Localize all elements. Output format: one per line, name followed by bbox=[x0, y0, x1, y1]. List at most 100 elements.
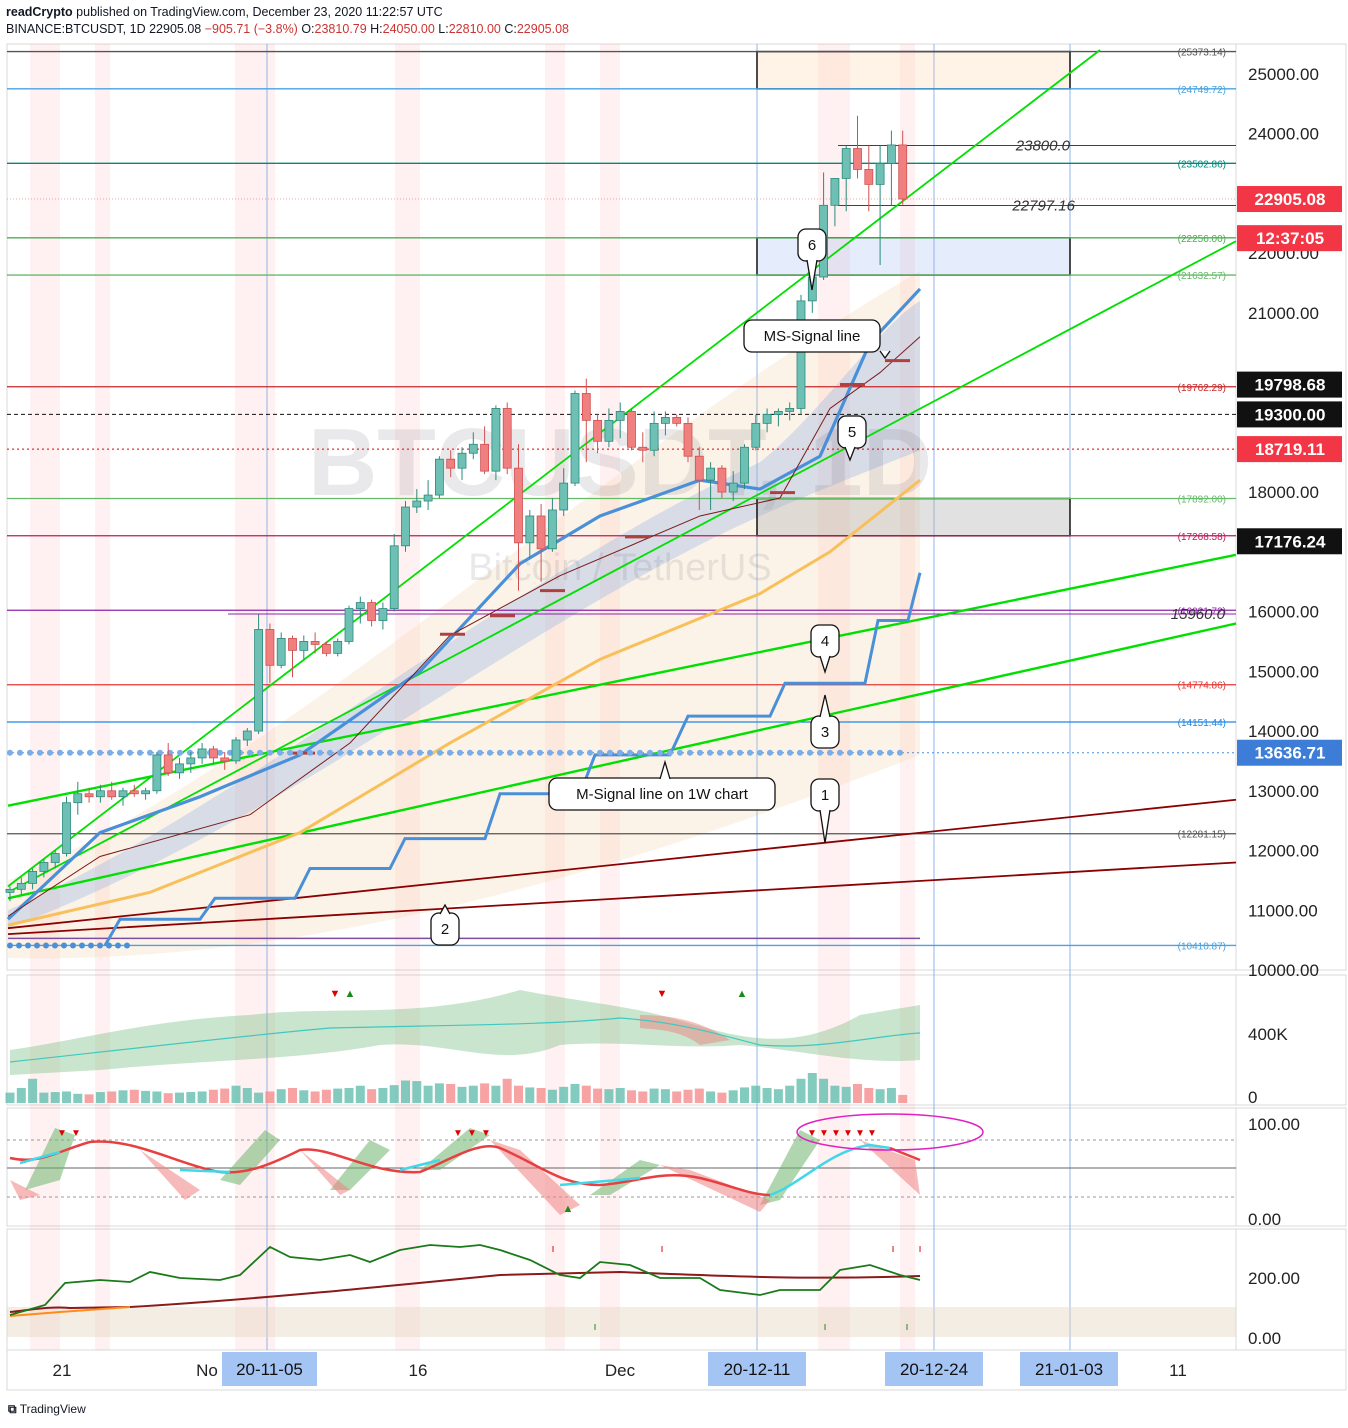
callout-tip-6 bbox=[806, 259, 818, 291]
candle-body-46 bbox=[525, 515, 535, 544]
candle-body-56 bbox=[638, 446, 648, 451]
volume-bar-56 bbox=[638, 1091, 648, 1103]
stoch-green-fill bbox=[25, 1128, 820, 1205]
dot-row-5 bbox=[57, 749, 63, 756]
dot-row-38 bbox=[387, 749, 393, 756]
dot-row-44 bbox=[447, 749, 453, 756]
candle-body-68 bbox=[774, 411, 783, 415]
volume-bar-54 bbox=[615, 1088, 625, 1103]
price-badge-text-0: 22905.08 bbox=[1255, 190, 1326, 209]
dot-row-85 bbox=[857, 749, 863, 756]
volume-bar-31 bbox=[355, 1085, 365, 1103]
volume-bar-2 bbox=[28, 1078, 38, 1103]
dot-row-55 bbox=[557, 749, 563, 756]
volume-bar-7 bbox=[84, 1094, 94, 1103]
price-badge-4 bbox=[1237, 436, 1342, 463]
dot-row-75 bbox=[757, 749, 763, 756]
level-label-10: (14151.44) bbox=[1178, 718, 1226, 729]
callout-m: M-Signal line on 1W chart bbox=[548, 759, 776, 811]
candle-body-69 bbox=[785, 408, 795, 412]
candle-body-12 bbox=[141, 790, 151, 795]
dot-row-78 bbox=[787, 749, 793, 756]
dot-row-63 bbox=[637, 749, 643, 756]
dot-row-49 bbox=[497, 749, 503, 756]
candle-body-61 bbox=[694, 455, 704, 481]
candle-body-1 bbox=[16, 882, 26, 890]
c-label: C: bbox=[504, 22, 517, 36]
time-badge-text-1: 20-12-11 bbox=[724, 1360, 791, 1379]
dot-row-88 bbox=[887, 749, 893, 756]
dot-row-80 bbox=[807, 749, 813, 756]
volume-bar-74 bbox=[841, 1086, 851, 1103]
dot-row-60 bbox=[607, 749, 613, 756]
dot-row-67 bbox=[677, 749, 683, 756]
candle-body-76 bbox=[864, 169, 874, 185]
volume-bar-21 bbox=[242, 1088, 252, 1103]
price-badge-1 bbox=[1237, 225, 1342, 252]
stoch-down-marker-5: ▼ bbox=[867, 1128, 877, 1139]
candle-body-14 bbox=[163, 754, 173, 774]
price-tick-5: 16000.00 bbox=[1248, 603, 1319, 622]
price-badge-text-6: 13636.71 bbox=[1255, 744, 1326, 763]
volume-bar-78 bbox=[886, 1088, 896, 1103]
dot-bottom-9 bbox=[88, 942, 94, 949]
dot-row-39 bbox=[397, 749, 403, 756]
volume-bar-9 bbox=[107, 1091, 117, 1103]
dot-row-37 bbox=[377, 749, 383, 756]
volume-bar-67 bbox=[762, 1088, 772, 1103]
dot-row-69 bbox=[697, 749, 703, 756]
open-value: 23810.79 bbox=[314, 22, 367, 36]
candle-body-58 bbox=[661, 416, 670, 424]
footer-brand[interactable]: TradingView bbox=[19, 1402, 86, 1416]
dot-row-64 bbox=[647, 749, 653, 756]
candle-body-52 bbox=[593, 419, 602, 442]
dot-row-56 bbox=[567, 749, 573, 756]
stoch-signal-red bbox=[9, 1140, 771, 1197]
dot-bottom-3 bbox=[34, 942, 40, 949]
candle-body-55 bbox=[627, 411, 636, 448]
volume-bar-48 bbox=[547, 1089, 557, 1103]
dot-row-24 bbox=[247, 749, 253, 756]
candle-body-0 bbox=[5, 888, 15, 893]
volume-bar-66 bbox=[751, 1085, 761, 1103]
dot-row-35 bbox=[357, 749, 363, 756]
last-price: 22905.08 bbox=[149, 22, 202, 36]
level-label-11: (12281.15) bbox=[1178, 830, 1226, 841]
candle-body-59 bbox=[672, 416, 682, 424]
dot-row-41 bbox=[417, 749, 423, 756]
stoch-red-marker-4: ▼ bbox=[481, 1128, 491, 1139]
publisher-name[interactable]: readCrypto bbox=[6, 5, 73, 19]
volume-bar-10 bbox=[118, 1090, 128, 1103]
volume-marker-0: ▼ bbox=[330, 988, 341, 1000]
rsi-red-tick-0: ı bbox=[551, 1243, 554, 1255]
dot-row-13 bbox=[137, 749, 143, 756]
volume-bar-29 bbox=[333, 1088, 343, 1103]
dot-row-45 bbox=[457, 749, 463, 756]
volume-bar-18 bbox=[208, 1089, 218, 1103]
volume-bar-33 bbox=[378, 1088, 388, 1103]
candle-body-10 bbox=[118, 790, 128, 798]
dot-row-46 bbox=[467, 749, 473, 756]
candle-body-6 bbox=[73, 793, 83, 804]
candle-body-25 bbox=[288, 638, 297, 651]
time-badge-3 bbox=[1020, 1352, 1118, 1386]
o-label: O: bbox=[301, 22, 315, 36]
volume-bar-16 bbox=[186, 1092, 196, 1103]
volume-bar-34 bbox=[389, 1085, 399, 1103]
price-badge-0 bbox=[1237, 186, 1342, 213]
volume-bar-61 bbox=[694, 1088, 704, 1103]
dot-row-65 bbox=[657, 749, 663, 756]
rsi-green-tick-1: ı bbox=[823, 1321, 826, 1333]
candle-body-33 bbox=[378, 608, 388, 621]
volume-bar-77 bbox=[875, 1089, 885, 1103]
candle-body-31 bbox=[355, 602, 365, 609]
volume-bar-76 bbox=[864, 1088, 874, 1103]
time-badge-text-0: 20-11-05 bbox=[236, 1360, 303, 1379]
volume-bar-17 bbox=[197, 1091, 207, 1103]
candle-body-27 bbox=[310, 641, 320, 645]
candle-body-39 bbox=[446, 458, 456, 469]
volume-marker-1: ▲ bbox=[345, 988, 356, 1000]
volume-bar-44 bbox=[502, 1078, 512, 1103]
dot-bottom-6 bbox=[61, 942, 67, 949]
